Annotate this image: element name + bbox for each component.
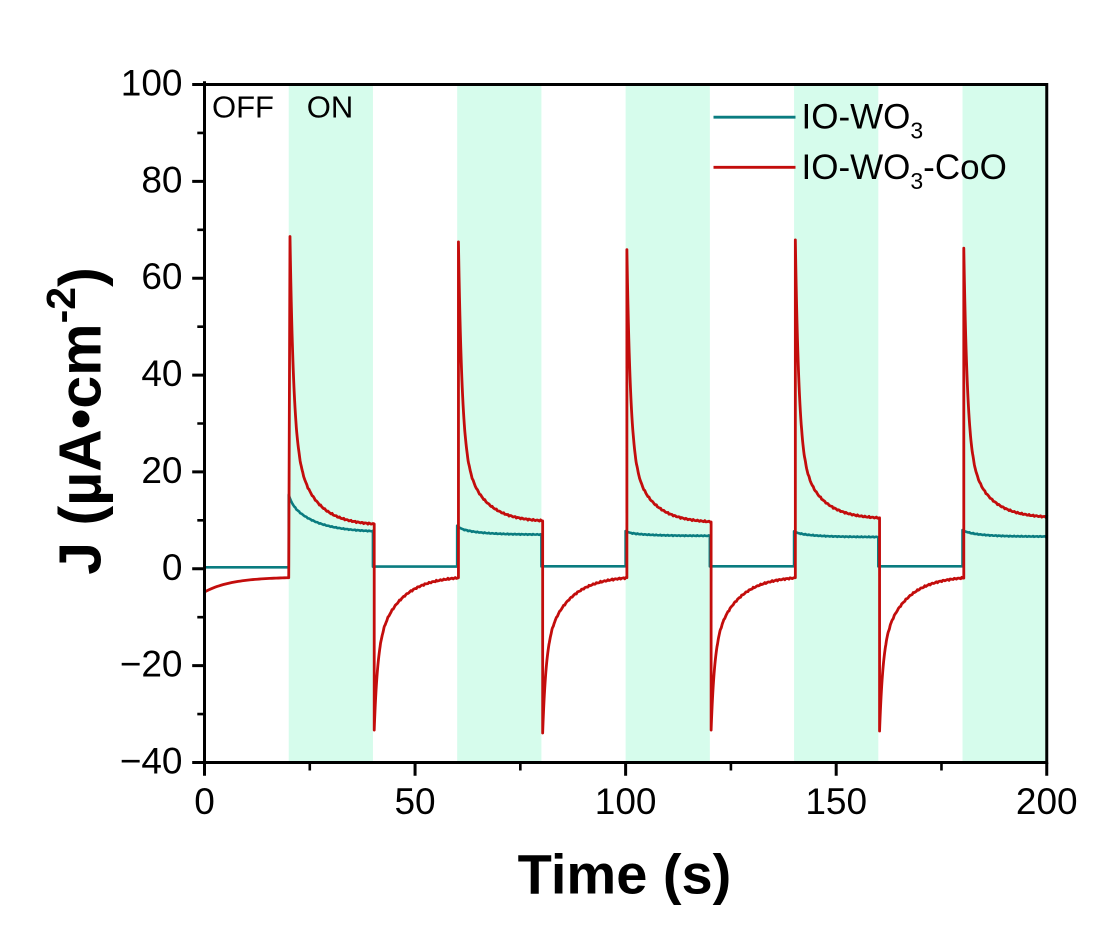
svg-text:150: 150	[805, 781, 867, 822]
svg-text:OFF: OFF	[212, 90, 274, 125]
svg-text:200: 200	[1016, 781, 1078, 822]
svg-text:Time (s): Time (s)	[518, 842, 732, 905]
svg-text:20: 20	[141, 450, 182, 491]
svg-text:50: 50	[394, 781, 435, 822]
svg-text:0: 0	[162, 547, 183, 588]
svg-text:−40: −40	[120, 741, 183, 782]
svg-text:100: 100	[595, 781, 657, 822]
svg-text:100: 100	[121, 63, 183, 104]
svg-text:IO-WO3: IO-WO3	[802, 98, 924, 144]
svg-text:40: 40	[141, 353, 182, 394]
svg-text:80: 80	[141, 159, 182, 200]
svg-text:60: 60	[141, 256, 182, 297]
svg-text:IO-WO3-CoO: IO-WO3-CoO	[802, 148, 1007, 194]
svg-text:0: 0	[194, 781, 215, 822]
svg-text:ON: ON	[307, 90, 354, 125]
svg-text:−20: −20	[120, 644, 183, 685]
